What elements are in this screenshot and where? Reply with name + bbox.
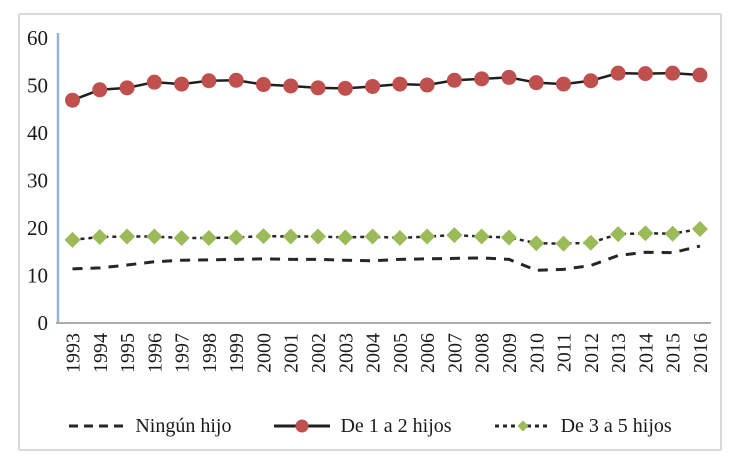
series-marker-circle: [119, 80, 135, 96]
series-marker-diamond: [228, 229, 245, 246]
x-tick-label: 1996: [144, 333, 166, 373]
dashed-line-swatch: [69, 424, 126, 428]
series-marker-circle: [283, 78, 299, 94]
series-marker-circle: [365, 78, 381, 94]
legend-label: Ningún hijo: [135, 415, 232, 437]
series-marker-diamond: [255, 228, 272, 245]
series-marker-diamond: [691, 220, 708, 237]
series-marker-circle: [392, 76, 408, 92]
y-tick-label: 30: [27, 169, 48, 193]
x-tick-label: 1995: [117, 333, 139, 373]
series-marker-circle: [92, 82, 108, 98]
series-marker-circle: [637, 66, 653, 82]
legend-swatch-circle: [295, 419, 309, 433]
legend-label: De 3 a 5 hijos: [560, 415, 672, 437]
series-marker-diamond: [555, 235, 572, 252]
x-tick-label: 2004: [363, 333, 385, 373]
series-marker-diamond: [610, 226, 627, 243]
series-marker-circle: [310, 80, 326, 96]
dotted-line-diamond-swatch: [494, 420, 551, 432]
series-marker-circle: [692, 67, 708, 83]
series-marker-circle: [228, 72, 244, 88]
x-tick-label: 2012: [581, 333, 603, 373]
x-tick-label: 2006: [417, 333, 439, 373]
x-tick-label: 1993: [63, 333, 85, 373]
y-tick-label: 0: [38, 311, 49, 335]
series-marker-diamond: [664, 225, 681, 242]
series-marker-circle: [255, 77, 271, 93]
series-marker-circle: [528, 75, 544, 91]
series-marker-circle: [146, 74, 162, 90]
series-marker-diamond: [146, 228, 163, 245]
x-tick-label: 2010: [526, 333, 548, 373]
series-marker-circle: [583, 73, 599, 89]
series-marker-diamond: [119, 228, 136, 245]
x-tick-label: 2000: [253, 333, 275, 373]
legend-swatch-diamond: [517, 420, 529, 432]
series-marker-diamond: [637, 225, 654, 242]
legend-item-ningun-hijo: Ningún hijo: [68, 416, 231, 436]
series-marker-diamond: [419, 228, 436, 245]
x-tick-label: 2001: [281, 333, 303, 373]
series-line-0: [72, 244, 701, 272]
series-marker-diamond: [282, 228, 299, 245]
series-marker-diamond: [91, 229, 108, 246]
series-marker-circle: [174, 76, 190, 92]
chart-frame: [18, 13, 722, 451]
series-marker-circle: [610, 65, 626, 81]
legend-item-de-3-a-5-hijos: De 3 a 5 hijos: [494, 416, 672, 436]
series-marker-diamond: [473, 228, 490, 245]
x-tick-label: 2008: [472, 333, 494, 373]
series-marker-diamond: [310, 228, 327, 245]
x-tick-label: 1999: [226, 333, 248, 373]
series-marker-diamond: [200, 229, 217, 246]
x-tick-label: 1998: [199, 333, 221, 373]
series-marker-circle: [337, 80, 353, 96]
series-marker-diamond: [337, 229, 354, 246]
series-marker-diamond: [446, 227, 463, 244]
series-marker-circle: [65, 92, 80, 108]
x-tick-label: 2013: [608, 333, 630, 373]
y-tick-label: 20: [27, 216, 48, 240]
series-marker-diamond: [582, 234, 599, 251]
x-tick-label: 2007: [444, 333, 466, 373]
legend-item-de-1-a-2-hijos: De 1 a 2 hijos: [273, 415, 452, 437]
solid-line-circle-swatch: [274, 419, 331, 433]
series-marker-diamond: [528, 235, 545, 252]
x-tick-label: 2003: [335, 333, 357, 373]
series-marker-diamond: [391, 229, 408, 246]
series-marker-circle: [419, 77, 435, 93]
x-tick-label: 2005: [390, 333, 412, 373]
series-marker-circle: [556, 76, 572, 92]
x-tick-label: 2011: [554, 333, 576, 372]
series-marker-diamond: [64, 231, 81, 248]
x-tick-label: 2016: [690, 333, 712, 373]
series-marker-circle: [665, 65, 681, 81]
series-marker-diamond: [173, 229, 190, 246]
series-marker-diamond: [364, 228, 381, 245]
x-tick-label: 2014: [635, 333, 657, 373]
y-tick-label: 10: [27, 264, 48, 288]
legend-label: De 1 a 2 hijos: [340, 415, 452, 437]
y-tick-label: 40: [27, 121, 48, 145]
y-tick-label: 50: [27, 74, 48, 98]
series-marker-circle: [446, 72, 462, 88]
y-tick-label: 60: [27, 26, 48, 50]
chart-legend: Ningún hijo De 1 a 2 hijos De 3 a 5 hijo…: [20, 408, 720, 444]
series-marker-diamond: [500, 229, 517, 246]
series-marker-circle: [474, 71, 490, 87]
x-tick-label: 2015: [663, 333, 685, 373]
x-tick-label: 1994: [90, 333, 112, 373]
x-tick-label: 2009: [499, 333, 521, 373]
x-tick-label: 2002: [308, 333, 330, 373]
series-marker-circle: [501, 69, 517, 85]
x-tick-label: 1997: [172, 333, 194, 373]
series-marker-circle: [201, 73, 217, 89]
